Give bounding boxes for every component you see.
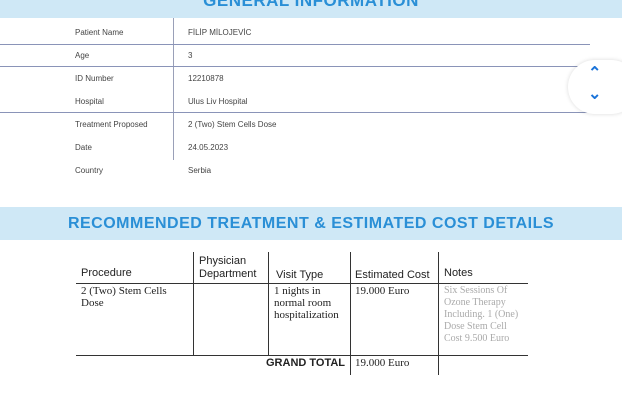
header-cost: Estimated Cost <box>355 269 430 281</box>
chevron-up-icon[interactable]: ⌃ <box>588 65 602 82</box>
info-label: Patient Name <box>75 28 124 37</box>
header-department: Physician Department <box>199 255 257 280</box>
info-value: Ulus Liv Hospital <box>188 97 248 106</box>
general-information-header: GENERAL INFORMATION <box>0 0 622 18</box>
cell-procedure: 2 (Two) Stem Cells Dose <box>81 285 167 309</box>
cell-visit-type: 1 nights in normal room hospitalization <box>274 285 339 321</box>
info-label: Age <box>75 51 90 60</box>
header-notes: Notes <box>444 267 473 279</box>
grand-total-value: 19.000 Euro <box>355 357 410 369</box>
divider <box>0 66 590 67</box>
cell-cost: 19.000 Euro <box>355 285 410 297</box>
info-label: Country <box>75 166 104 175</box>
info-label: Hospital <box>75 97 104 106</box>
info-value: 12210878 <box>188 74 224 83</box>
info-value: Serbia <box>188 166 212 175</box>
cell-notes: Six Sessions Of Ozone Therapy Including.… <box>444 285 519 344</box>
treatment-header: RECOMMENDED TREATMENT & ESTIMATED COST D… <box>0 207 622 240</box>
scroll-navigator[interactable]: ⌃ ⌃ <box>568 60 622 114</box>
info-label: Date <box>75 143 92 152</box>
info-value: FİLİP MİLOJEVİC <box>188 28 252 37</box>
header-visit-type: Visit Type <box>276 269 324 281</box>
info-value: 24.05.2023 <box>188 143 229 152</box>
divider <box>0 112 590 113</box>
info-value: 3 <box>188 51 193 60</box>
info-value: 2 (Two) Stem Cells Dose <box>188 120 277 129</box>
divider <box>0 44 590 45</box>
chevron-down-icon[interactable]: ⌃ <box>588 83 602 100</box>
grand-total-label: GRAND TOTAL <box>266 357 346 369</box>
info-label: ID Number <box>75 74 114 83</box>
header-procedure: Procedure <box>81 267 132 279</box>
info-label: Treatment Proposed <box>75 120 148 129</box>
divider <box>173 18 174 160</box>
